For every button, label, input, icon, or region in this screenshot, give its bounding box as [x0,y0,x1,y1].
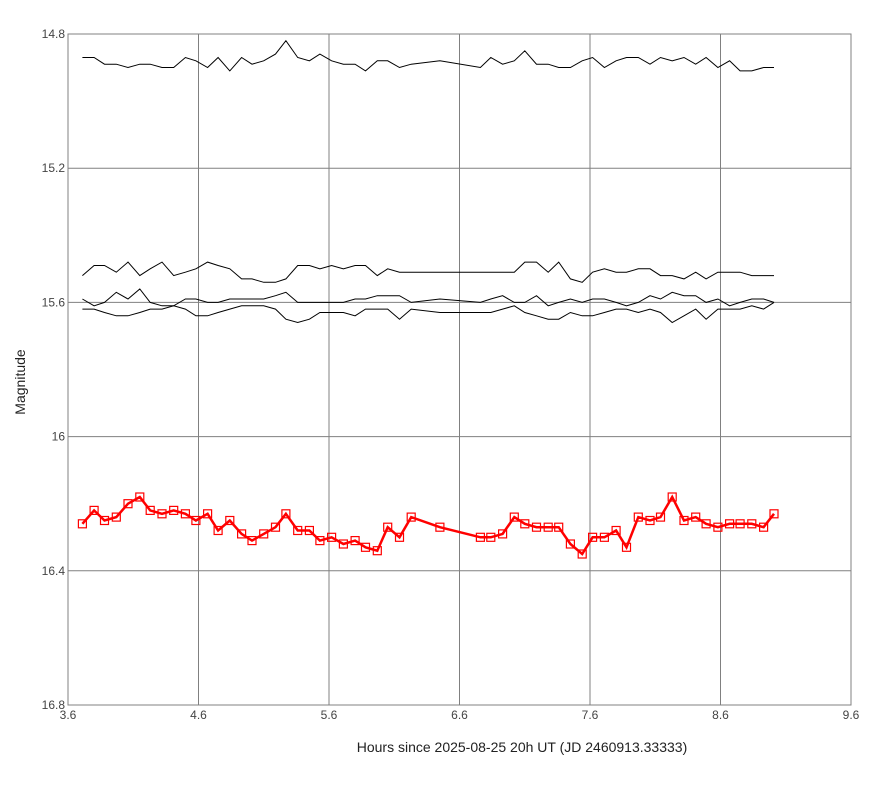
target-data-point [713,522,723,532]
target-data-point [611,525,621,536]
x-tick-label: 4.6 [190,708,207,722]
target-data-point [701,519,711,529]
x-tick-label: 9.6 [843,708,860,722]
target-data-point [509,512,519,522]
x-tick-label: 6.6 [451,708,468,722]
grid [67,33,852,706]
target-data-point [554,522,564,532]
y-tick-label: 16.8 [42,698,66,712]
target-data-point [587,532,598,542]
target-data-point [372,546,382,556]
target-data-point [111,512,121,522]
target-data-point [531,522,542,532]
target-data-point [213,525,223,536]
x-tick-label: 5.6 [321,708,338,722]
target-data-point [338,539,348,549]
target-data-point [225,515,235,526]
series-group [77,39,779,559]
target-data-point [123,499,133,509]
y-tick-label: 14.8 [42,27,66,41]
target-data-point [758,522,769,532]
y-tick-label: 15.2 [42,161,66,175]
target-data-point [304,525,314,536]
target-data-point [577,549,587,559]
target-data-point [180,509,190,519]
comparison-series-line [82,39,774,72]
target-data-point [475,532,485,542]
target-data-point [655,512,666,522]
target-data-point [621,542,632,552]
target-data-point [145,505,155,515]
x-tick-label: 3.6 [60,708,77,722]
target-data-point [633,512,643,522]
y-axis-label: Magnitude [12,349,28,415]
target-data-point [350,535,360,546]
target-data-point [293,525,303,536]
x-axis-ticks: 3.6 4.6 5.6 6.6 7.6 8.6 9.6 [60,708,860,722]
target-series-line [81,494,775,556]
target-data-point [486,532,496,542]
comparison-series-line [82,288,775,307]
target-data-point [89,505,99,515]
target-data-point [135,492,145,502]
target-data-point [77,519,88,529]
target-data-point [724,519,735,529]
comparison-series-line [82,261,774,283]
target-data-point [406,512,416,522]
comparison-series-line [82,301,775,324]
target-data-point [679,515,689,526]
target-data-point [247,535,257,546]
target-data-point [543,522,553,532]
target-data-point [270,522,281,532]
target-data-point [747,519,757,529]
target-data-point [191,515,201,526]
target-data-point [360,542,371,552]
target-data-point [281,509,291,519]
target-data-point [565,539,576,549]
target-data-point [735,519,745,529]
target-data-point [203,509,213,519]
target-data-point [769,509,779,519]
y-tick-label: 16.4 [42,564,66,578]
target-data-point [435,522,445,532]
target-data-point [169,505,179,515]
y-axis-ticks: 14.8 15.2 15.6 16 16.4 16.8 [42,27,66,712]
target-data-point [498,529,508,539]
target-data-point [157,509,167,519]
target-data-point [667,492,677,502]
target-data-point [237,529,247,539]
target-data-point [599,532,610,542]
x-tick-label: 7.6 [582,708,599,722]
target-data-point [327,532,337,542]
target-data-point [394,532,405,542]
y-tick-label: 16 [52,430,66,444]
target-data-point [691,512,701,522]
plot-frame [67,33,852,706]
target-data-point [99,515,110,526]
target-data-point [259,529,269,539]
y-tick-label: 15.6 [42,295,66,309]
x-tick-label: 8.6 [712,708,729,722]
target-data-point [383,522,393,532]
target-data-point [315,535,325,546]
target-data-point [645,515,655,526]
x-axis-label: Hours since 2025-08-25 20h UT (JD 246091… [357,739,688,755]
target-data-point [520,519,530,529]
